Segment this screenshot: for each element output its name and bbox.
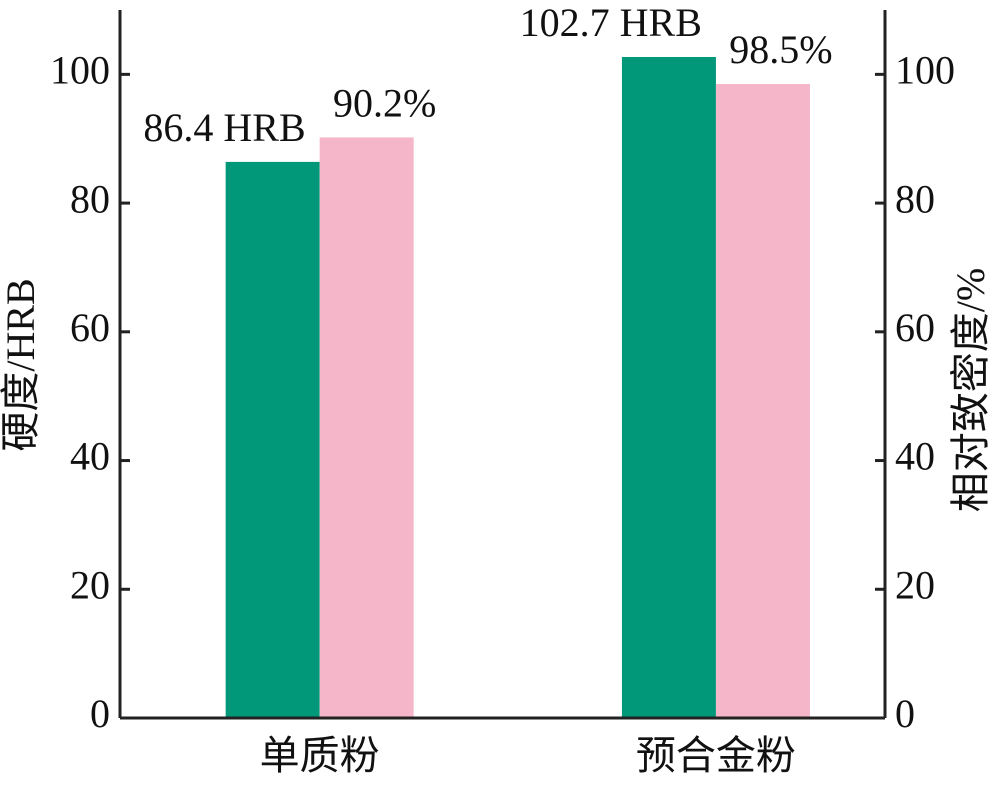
- bar: [621, 56, 716, 718]
- y-axis-label: 硬度/HRB: [0, 278, 43, 451]
- bar: [715, 84, 810, 718]
- y-tick-label: 0: [90, 691, 110, 736]
- value-label: 90.2%: [333, 81, 436, 126]
- bar: [225, 161, 320, 718]
- y-tick-label: 100: [50, 48, 110, 93]
- y2-tick-label: 100: [895, 48, 955, 93]
- x-tick-label: 预合金粉: [636, 733, 796, 778]
- y2-tick-label: 20: [895, 562, 935, 607]
- y2-tick-label: 0: [895, 691, 915, 736]
- value-label: 98.5%: [729, 27, 832, 72]
- y2-tick-label: 60: [895, 305, 935, 350]
- bar: [319, 137, 414, 718]
- y2-axis-label: 相对致密度/%: [948, 268, 993, 512]
- y-tick-label: 20: [70, 562, 110, 607]
- y-tick-label: 60: [70, 305, 110, 350]
- value-label: 86.4 HRB: [143, 105, 305, 150]
- value-label: 102.7 HRB: [520, 0, 702, 45]
- x-tick-label: 单质粉: [260, 733, 380, 778]
- y-tick-label: 40: [70, 434, 110, 479]
- y-tick-label: 80: [70, 176, 110, 221]
- y2-tick-label: 80: [895, 176, 935, 221]
- y2-tick-label: 40: [895, 434, 935, 479]
